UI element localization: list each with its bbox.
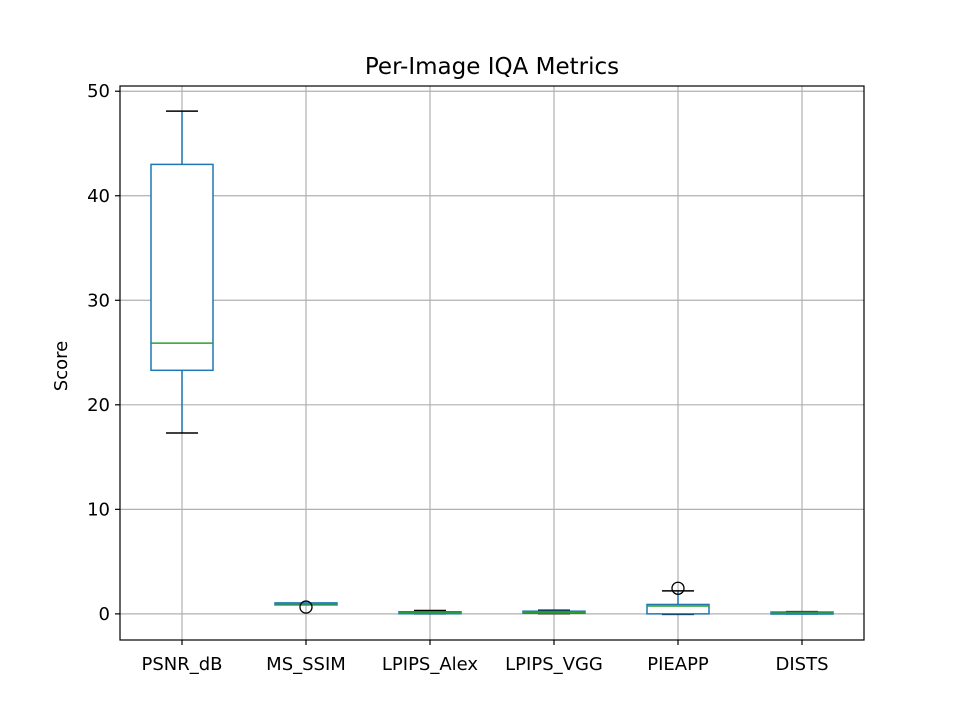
box-group [398,609,462,615]
y-tick-label: 40 [87,186,110,207]
y-axis-label: Score [51,341,72,391]
iqr-box [150,163,214,372]
y-tick-label: 10 [87,499,110,520]
x-tick-label: PIEAPP [647,654,709,675]
box-group [646,581,710,616]
grid-layer [120,86,864,640]
box-layer [150,110,834,616]
x-tick-label: DISTS [775,654,828,675]
x-tick-label: PSNR_dB [141,654,222,675]
y-tick-label: 30 [87,290,110,311]
iqr-box [646,603,710,615]
x-tick-label: LPIPS_Alex [382,654,479,675]
box-group [150,110,214,434]
box-group [770,610,834,615]
y-tick-label: 0 [99,604,110,625]
box-group [274,600,338,614]
x-tick-label: LPIPS_VGG [505,654,603,675]
box-group [522,609,586,615]
y-tick-label: 20 [87,395,110,416]
y-tick-label: 50 [87,81,110,102]
plot-frame [119,85,865,641]
outlier-point [671,581,685,595]
outlier-point [299,600,313,614]
tick-layer: 0 10 20 30 40 50 PSNR_dB MS_SSIM LPIPS_Alex LPIPS… [87,81,828,675]
chart-title: Per-Image IQA Metrics [365,54,619,80]
x-tick-label: MS_SSIM [266,654,346,675]
